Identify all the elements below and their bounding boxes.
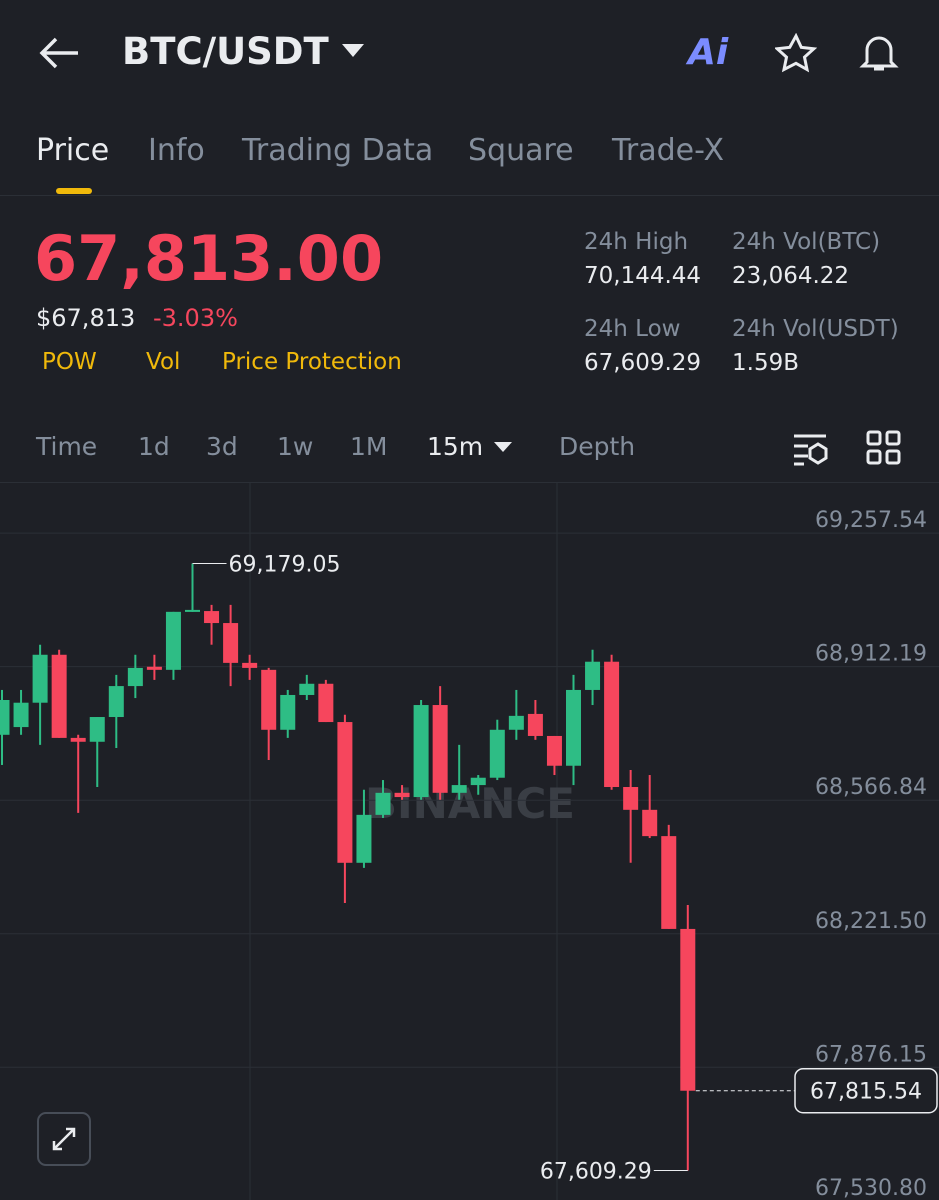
back-button[interactable]	[38, 36, 80, 70]
candle-body	[623, 787, 639, 810]
candle-body	[432, 705, 448, 793]
stat-value: 23,064.22	[732, 263, 850, 289]
candle-body	[204, 611, 220, 624]
divider	[0, 195, 939, 196]
tag[interactable]: POW	[42, 349, 97, 375]
candle-body	[185, 609, 200, 612]
candle-body	[242, 662, 258, 668]
y-tick-label: 68,912.19	[815, 642, 927, 667]
stat-label: 24h Low	[584, 316, 681, 342]
tag[interactable]: Vol	[146, 349, 181, 375]
tab[interactable]: Price	[36, 133, 110, 168]
change: -3.03%	[153, 304, 238, 332]
timeframe[interactable]: Depth	[559, 432, 636, 461]
dropdown-icon[interactable]	[494, 442, 512, 453]
stat-value: 67,609.29	[584, 350, 702, 376]
candle-body	[223, 623, 239, 663]
candle-body	[356, 814, 372, 863]
stat-label: 24h Vol(USDT)	[732, 316, 899, 342]
candle-body	[585, 661, 601, 690]
candle-body	[680, 928, 696, 1091]
stat-label: 24h Vol(BTC)	[732, 229, 881, 255]
candle-body	[261, 669, 277, 730]
candle-body	[394, 792, 410, 798]
candle-body	[527, 713, 543, 736]
tab[interactable]: Trading Data	[242, 133, 434, 168]
candle-body	[451, 785, 467, 793]
candle-body	[470, 777, 486, 786]
candle-body	[337, 722, 353, 863]
candle-body	[661, 836, 677, 929]
tab[interactable]: Square	[468, 133, 574, 168]
usd-price: $67,813	[36, 304, 136, 332]
timeframe[interactable]: 1w	[277, 432, 314, 461]
timeframe[interactable]: 3d	[206, 432, 238, 461]
fullscreen-button[interactable]	[37, 1112, 91, 1166]
layout-button[interactable]	[866, 430, 902, 466]
candle-body	[89, 717, 105, 742]
candle-body	[508, 715, 524, 730]
candle-body	[375, 792, 391, 815]
timeframe[interactable]: 1d	[138, 432, 170, 461]
last-price-label: 67,815.54	[810, 1080, 922, 1105]
stat-value: 1.59B	[732, 350, 799, 376]
ai-button[interactable]: Ai	[688, 32, 729, 73]
candle-body	[108, 686, 124, 718]
candle-body	[280, 694, 296, 730]
candle-body	[566, 689, 581, 766]
watermark: BINANCE	[365, 779, 575, 828]
dropdown-icon[interactable]	[342, 44, 364, 58]
candle-body	[13, 702, 29, 728]
candle-body	[413, 705, 429, 798]
candle-body	[318, 683, 334, 723]
candle-body	[165, 611, 181, 670]
last-price-box	[794, 1067, 938, 1114]
candle-body	[546, 735, 562, 766]
divider	[0, 482, 939, 483]
timeframe[interactable]: 15m	[427, 432, 484, 461]
alert-button[interactable]	[858, 32, 900, 74]
candle-body	[604, 661, 620, 788]
favorite-button[interactable]	[775, 33, 817, 73]
y-tick-label: 67,876.15	[815, 1042, 927, 1067]
indicator-button[interactable]	[792, 430, 830, 466]
high-label: 69,179.05	[229, 552, 341, 577]
tab[interactable]: Trade-X	[612, 133, 725, 168]
pair-title[interactable]: BTC/USDT	[122, 30, 329, 73]
candle-body	[146, 666, 162, 670]
y-tick-label: 69,257.54	[815, 508, 927, 533]
candlestick-chart: BINANCE 69,257.54 68,912.19 68,566.84 68,22…	[0, 483, 939, 1200]
candle-body	[489, 729, 505, 778]
candle-body	[642, 809, 658, 837]
candle-body	[299, 683, 315, 695]
tab[interactable]: Info	[148, 133, 205, 168]
candle-body	[32, 654, 48, 703]
timeframe[interactable]: 1M	[350, 432, 388, 461]
y-tick-label: 67,530.80	[815, 1176, 927, 1200]
timeframe[interactable]: Time	[36, 432, 98, 461]
y-tick-label: 68,566.84	[815, 775, 927, 800]
candle-body	[127, 667, 143, 687]
candle-body	[0, 700, 10, 735]
candle-body	[70, 737, 86, 742]
y-tick-label: 68,221.50	[815, 909, 927, 934]
tab-indicator	[56, 188, 92, 194]
last-price: 67,813.00	[34, 222, 384, 295]
tag[interactable]: Price Protection	[222, 349, 402, 375]
low-label: 67,609.29	[540, 1159, 652, 1184]
candle-body	[51, 654, 67, 738]
stat-value: 70,144.44	[584, 263, 702, 289]
stat-label: 24h High	[584, 229, 689, 255]
